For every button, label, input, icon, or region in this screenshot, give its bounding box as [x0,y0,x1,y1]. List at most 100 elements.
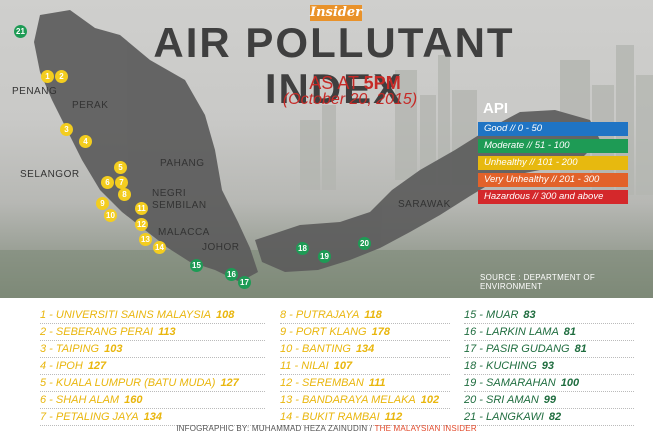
station-name: BANTING [302,343,351,355]
separator: - [291,360,302,372]
station-number: 10 [280,343,293,355]
station-row: 4 - IPOH 127 [40,358,265,375]
station-name: SAMARAHAN [486,377,556,389]
separator: - [46,394,56,406]
station-number: 2 [40,326,47,338]
station-number: 4 [40,360,47,372]
station-marker: 7 [115,176,128,189]
station-row: 14 - BUKIT RAMBAI 112 [280,409,450,426]
station-row: 18 - KUCHING 93 [464,358,634,375]
station-list-column: 15 - MUAR 83 16 - LARKIN LAMA 81 17 - PASIR … [464,307,634,426]
region-label-pahang: PAHANG [160,158,205,169]
separator: - [286,326,296,338]
legend-item: Good // 0 - 50 [478,122,628,136]
separator: - [476,377,487,389]
separator: - [46,411,56,423]
station-api-value: 82 [548,411,562,423]
station-name: PORT KLANG [295,326,367,338]
station-number: 1 [40,309,47,321]
station-api-value: 83 [523,309,536,321]
as-at-time: AS AT 5PM [309,73,401,93]
legend-item: Moderate // 51 - 100 [478,139,628,153]
separator: - [292,377,303,389]
report-date: (October 20, 2015) [282,91,418,108]
station-row: 3 - TAIPING 103 [40,341,265,358]
station-api-value: 134 [355,343,375,355]
station-marker: 14 [153,241,166,254]
separator: - [46,326,56,338]
station-name: BANDARAYA MELAKA [302,394,416,406]
separator: - [46,309,56,321]
station-number: 3 [40,343,47,355]
station-row: 17 - PASIR GUDANG 81 [464,341,634,358]
station-row: 11 - NILAI 107 [280,358,450,375]
station-number: 11 [280,360,292,372]
station-name: SEREMBAN [302,377,364,389]
station-number: 16 [464,326,477,338]
station-number: 13 [280,394,293,406]
source-note: SOURCE : DEPARTMENT OF ENVIRONMENT [480,273,596,291]
station-number: 17 [464,343,477,355]
station-marker: 8 [118,188,131,201]
station-name: KUALA LUMPUR (BATU MUDA) [55,377,216,389]
station-marker: 6 [101,176,114,189]
station-marker: 12 [135,218,148,231]
station-row: 13 - BANDARAYA MELAKA 102 [280,392,450,409]
station-number: 9 [280,326,287,338]
station-row: 8 - PUTRAJAYA 118 [280,307,450,324]
station-row: 10 - BANTING 134 [280,341,450,358]
separator: - [476,326,487,338]
station-api-value: 102 [420,394,440,406]
separator: - [46,377,56,389]
separator: - [476,411,487,423]
station-row: 2 - SEBERANG PERAI 113 [40,324,265,341]
station-api-value: 100 [560,377,580,389]
station-api-value: 127 [220,377,239,389]
separator: - [286,309,296,321]
station-row: 9 - PORT KLANG 178 [280,324,450,341]
region-label-perak: PERAK [72,100,109,111]
station-number: 5 [40,377,47,389]
station-number: 8 [280,309,287,321]
station-row: 19 - SAMARAHAN 100 [464,375,634,392]
station-row: 7 - PETALING JAYA 134 [40,409,265,426]
station-api-value: 178 [371,326,390,338]
station-row: 20 - SRI AMAN 99 [464,392,634,409]
station-api-value: 118 [364,309,382,321]
legend-item: Unhealthy // 101 - 200 [478,156,628,170]
station-row: 12 - SEREMBAN 111 [280,375,450,392]
station-marker: 4 [79,135,92,148]
station-list-column: 8 - PUTRAJAYA 118 9 - PORT KLANG 178 10 - BA… [280,307,450,426]
station-api-value: 111 [368,377,386,389]
credit-line: INFOGRAPHIC BY: MUHAMMAD HEZA ZAINUDIN /… [176,424,477,433]
separator: - [476,343,487,355]
station-marker: 20 [358,237,371,250]
station-number: 20 [464,394,477,406]
station-marker: 21 [14,25,27,38]
station-marker: 9 [96,197,109,210]
separator: - [46,360,56,372]
legend-item: Very Unhealthy // 201 - 300 [478,173,628,187]
station-api-value: 127 [87,360,107,372]
station-name: UNIVERSITI SAINS MALAYSIA [55,309,211,321]
station-name: MUAR [486,309,519,321]
region-label-selangor: SELANGOR [20,169,80,180]
station-marker: 17 [238,276,251,289]
legend-item: Hazardous // 300 and above [478,190,628,204]
station-name: LANGKAWI [486,411,544,423]
api-legend-title: API [483,100,509,117]
separator: - [476,394,487,406]
station-row: 5 - KUALA LUMPUR (BATU MUDA) 127 [40,375,265,392]
station-marker: 15 [190,259,203,272]
station-marker: 5 [114,161,127,174]
station-api-value: 99 [543,394,557,406]
station-marker: 19 [318,250,331,263]
brand-logo: Insider [310,5,362,21]
station-number: 7 [40,411,47,423]
peninsular-malaysia-shape [34,10,258,282]
separator: - [476,309,487,321]
station-api-value: 134 [143,411,162,423]
station-api-value: 107 [333,360,353,372]
station-name: SEBERANG PERAI [55,326,154,338]
station-name: PETALING JAYA [55,411,139,423]
